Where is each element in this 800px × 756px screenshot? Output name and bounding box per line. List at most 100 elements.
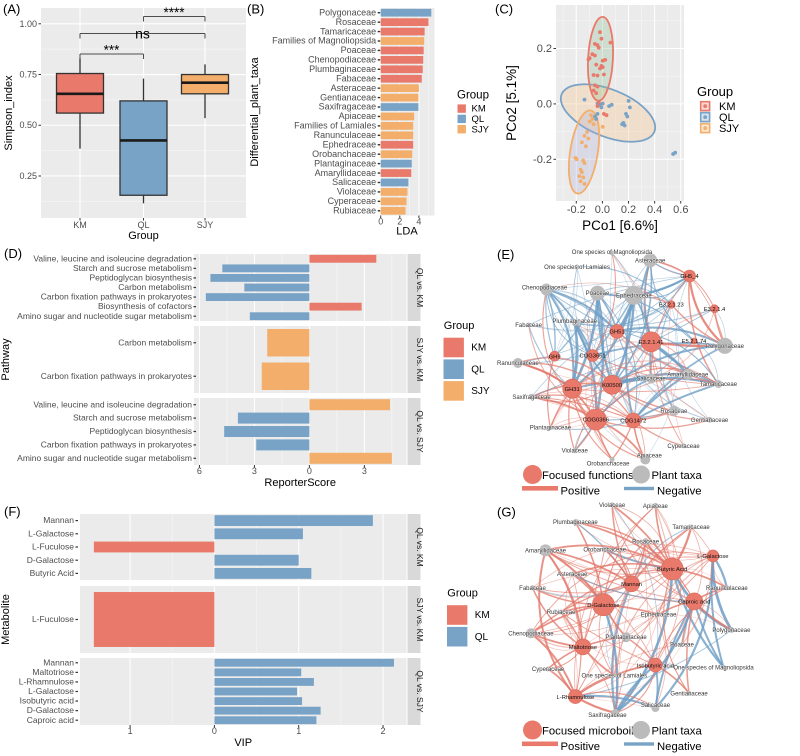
svg-text:One species of Lamiales: One species of Lamiales — [544, 265, 610, 271]
svg-text:Amaryllidaceae: Amaryllidaceae — [315, 168, 377, 178]
svg-text:L-Fuculose: L-Fuculose — [32, 614, 74, 624]
svg-text:Negative: Negative — [657, 486, 702, 498]
svg-text:Isobutyric acid: Isobutyric acid — [20, 696, 75, 706]
svg-text:Fabaceae: Fabaceae — [515, 323, 542, 329]
svg-text:Ranunculaceae: Ranunculaceae — [497, 361, 539, 367]
svg-text:6: 6 — [197, 466, 202, 476]
svg-text:QL vs. KM: QL vs. KM — [415, 527, 425, 566]
svg-text:Gentianaceae: Gentianaceae — [691, 418, 729, 424]
svg-text:COG3661: COG3661 — [580, 354, 606, 360]
svg-text:SJY: SJY — [471, 386, 490, 397]
svg-text:One species of Magnoliopsida: One species of Magnoliopsida — [572, 250, 653, 256]
svg-text:Pathway: Pathway — [0, 338, 12, 381]
svg-text:Simpson_index: Simpson_index — [3, 75, 15, 151]
svg-text:GH51: GH51 — [609, 330, 624, 336]
svg-text:QL vs. KM: QL vs. KM — [415, 268, 425, 307]
svg-text:Carbon metabolism: Carbon metabolism — [118, 337, 192, 347]
svg-text:Plant taxa: Plant taxa — [652, 470, 703, 482]
svg-text:SJY: SJY — [719, 123, 740, 135]
svg-text:Caproic acid: Caproic acid — [678, 600, 710, 606]
svg-text:L-Galactose: L-Galactose — [28, 686, 74, 696]
svg-text:Group: Group — [128, 230, 159, 242]
svg-text:Ranunculaceae: Ranunculaceae — [706, 586, 748, 592]
svg-text:Salicaceae: Salicaceae — [636, 376, 666, 382]
svg-text:Plumbaginaceae: Plumbaginaceae — [552, 319, 597, 325]
svg-text:QL vs. SJY: QL vs. SJY — [415, 670, 425, 713]
svg-text:Chenopodiaceae: Chenopodiaceae — [522, 286, 568, 292]
svg-text:VIP: VIP — [234, 737, 252, 749]
svg-text:Ephedraceae: Ephedraceae — [616, 293, 652, 299]
svg-text:3: 3 — [362, 466, 367, 476]
svg-text:Amaryllidaceae: Amaryllidaceae — [525, 548, 567, 554]
svg-text:(B): (B) — [247, 2, 264, 17]
svg-text:SJY vs. KM: SJY vs. KM — [415, 338, 425, 382]
svg-text:Violaceae: Violaceae — [337, 187, 376, 197]
svg-text:E5.2.1.74: E5.2.1.74 — [682, 339, 708, 345]
svg-text:(F): (F) — [4, 504, 21, 519]
svg-text:KM: KM — [719, 101, 736, 113]
svg-text:Apiaceae: Apiaceae — [637, 454, 663, 460]
svg-text:Biosynthesis of cofactors: Biosynthesis of cofactors — [98, 301, 192, 311]
svg-text:KM: KM — [471, 343, 486, 354]
svg-text:QL vs. SJY: QL vs. SJY — [415, 410, 425, 453]
svg-text:Cyperaceae: Cyperaceae — [667, 444, 700, 450]
svg-text:Carbon metabolism: Carbon metabolism — [118, 282, 192, 292]
svg-text:QL: QL — [471, 364, 485, 375]
svg-text:K00500: K00500 — [602, 383, 622, 389]
svg-text:Valine, leucine and isoleucine: Valine, leucine and isoleucine degradati… — [33, 399, 192, 409]
svg-text:Caproic acid: Caproic acid — [27, 715, 75, 725]
svg-text:Ephedraceae: Ephedraceae — [641, 612, 677, 618]
svg-text:Polygonaceae: Polygonaceae — [712, 628, 751, 634]
svg-text:Metabolite: Metabolite — [0, 594, 12, 645]
svg-text:One species of Magnoliopsida: One species of Magnoliopsida — [673, 665, 754, 671]
svg-text:Tamaricaceae: Tamaricaceae — [672, 525, 710, 531]
svg-text:Families of Magnoliopsida: Families of Magnoliopsida — [272, 36, 376, 46]
svg-text:QL: QL — [137, 220, 149, 230]
svg-text:Polygonaceae: Polygonaceae — [706, 344, 745, 350]
svg-text:One species of Lamiales: One species of Lamiales — [582, 674, 648, 680]
svg-text:Violaceae: Violaceae — [599, 503, 626, 509]
svg-text:KM: KM — [472, 104, 486, 115]
svg-text:Carbon fixation pathways in pr: Carbon fixation pathways in prokaryotes — [41, 371, 192, 381]
svg-text:0: 0 — [378, 217, 383, 227]
svg-text:0.2: 0.2 — [537, 43, 552, 55]
svg-text:Mannan: Mannan — [43, 657, 74, 667]
svg-text:Orobanchaceae: Orobanchaceae — [587, 462, 630, 468]
svg-text:Carbon fixation pathways in pr: Carbon fixation pathways in prokaryotes — [41, 292, 192, 302]
svg-text:****: **** — [163, 5, 185, 20]
svg-text:KM: KM — [475, 610, 490, 621]
svg-text:Focused microboilt: Focused microboilt — [542, 725, 638, 737]
svg-text:Saxifragaceae: Saxifragaceae — [319, 102, 377, 112]
svg-text:Peptidoglycan biosynthesis: Peptidoglycan biosynthesis — [89, 426, 192, 436]
svg-text:Plumbaginaceae: Plumbaginaceae — [553, 520, 598, 526]
svg-text:-0.2: -0.2 — [567, 204, 586, 216]
svg-text:(G): (G) — [497, 505, 516, 520]
svg-text:Poaceae: Poaceae — [586, 291, 610, 297]
svg-text:D-Galactose: D-Galactose — [27, 705, 75, 715]
svg-text:Asteraceae: Asteraceae — [331, 83, 377, 93]
svg-text:Apiaceae: Apiaceae — [339, 111, 377, 121]
svg-text:SJY vs. KM: SJY vs. KM — [415, 598, 425, 642]
svg-text:QL: QL — [472, 114, 485, 125]
svg-text:Maltotriose: Maltotriose — [32, 667, 74, 677]
svg-text:ns: ns — [135, 26, 150, 42]
svg-text:GH9: GH9 — [549, 354, 561, 360]
svg-text:0.2: 0.2 — [621, 204, 636, 216]
svg-text:Cyperaceae: Cyperaceae — [532, 667, 565, 673]
svg-text:KM: KM — [73, 220, 87, 230]
svg-text:L-Rhamnulose: L-Rhamnulose — [19, 677, 75, 687]
svg-text:Chenopodiaceae: Chenopodiaceae — [508, 631, 554, 637]
svg-text:GH5_4: GH5_4 — [680, 274, 699, 280]
svg-text:***: *** — [104, 42, 121, 57]
svg-text:0.0: 0.0 — [595, 204, 610, 216]
svg-text:L-Rhamnulose: L-Rhamnulose — [557, 695, 595, 701]
svg-text:Gentianaceae: Gentianaceae — [320, 92, 376, 102]
svg-text:Butyric Acid: Butyric Acid — [657, 567, 687, 573]
svg-text:COG0366: COG0366 — [583, 418, 609, 424]
svg-text:Amino sugar and nucleotide sug: Amino sugar and nucleotide sugar metabol… — [17, 311, 192, 321]
svg-text:Group: Group — [697, 84, 733, 99]
svg-text:Polygonaceae: Polygonaceae — [319, 7, 376, 17]
svg-text:Poaceae: Poaceae — [670, 643, 694, 649]
svg-text:Mannan: Mannan — [621, 582, 642, 588]
svg-text:PCo2 [5.1%]: PCo2 [5.1%] — [504, 65, 519, 141]
